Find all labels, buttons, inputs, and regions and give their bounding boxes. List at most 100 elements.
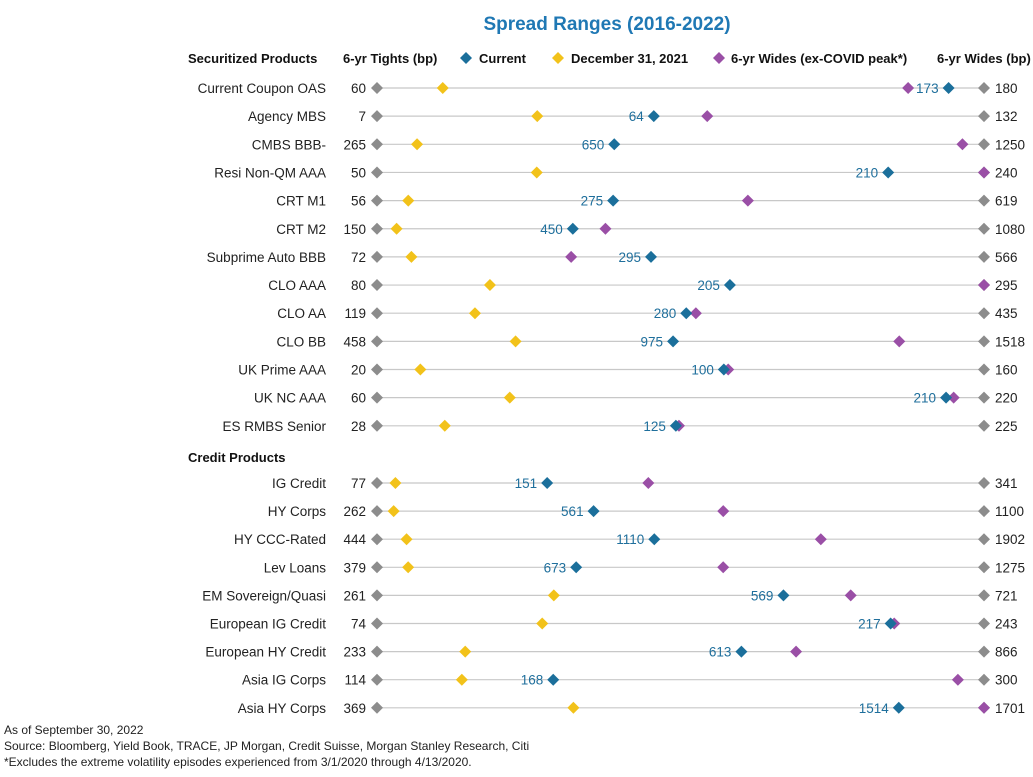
tight-value: 233 (343, 645, 366, 660)
tight-value: 56 (351, 194, 366, 209)
chart-row: CRT M2 150 450 1080 (276, 222, 1025, 237)
wide-marker (978, 645, 990, 658)
current-value: 210 (914, 391, 937, 406)
current-marker (547, 673, 560, 686)
tight-value: 50 (351, 165, 366, 180)
dec2021-marker (509, 335, 522, 348)
row-label: European IG Credit (210, 617, 327, 632)
wide-ex-covid-marker (565, 250, 578, 263)
current-marker (607, 194, 620, 207)
wide-value: 721 (995, 588, 1018, 603)
chart-row: Subprime Auto BBB 72 295 566 (207, 250, 1018, 265)
tight-marker (371, 533, 383, 546)
tight-value: 60 (351, 81, 366, 96)
current-value: 1514 (859, 701, 890, 716)
tight-marker (371, 645, 383, 658)
current-value: 975 (641, 334, 664, 349)
tight-marker (371, 589, 383, 602)
dec2021-marker (389, 477, 402, 489)
wide-value: 1275 (995, 560, 1025, 575)
dec2021-marker (455, 673, 468, 686)
chart-row: EM Sovereign/Quasi 261 569 721 (202, 588, 1017, 603)
wide-value: 866 (995, 645, 1018, 660)
wide-marker (978, 477, 990, 489)
current-value: 125 (643, 419, 666, 434)
wide-marker (978, 561, 990, 574)
dec2021-marker (459, 645, 472, 658)
wide-value: 240 (995, 165, 1018, 180)
chart-row: Resi Non-QM AAA 50 210 240 (214, 165, 1017, 180)
legend-current: Current (460, 51, 527, 66)
wide-ex-covid-marker (701, 110, 714, 123)
tight-marker (371, 222, 383, 235)
row-label: Asia HY Corps (238, 701, 327, 716)
wide-ex-covid-marker (741, 194, 754, 207)
row-label: CRT M1 (276, 194, 326, 209)
row-label: IG Credit (272, 476, 326, 491)
wide-ex-covid-marker (978, 166, 990, 179)
footnotes: As of September 30, 2022 Source: Bloombe… (4, 722, 529, 770)
tight-marker (371, 391, 383, 404)
current-value: 450 (540, 222, 563, 237)
header-tights: 6-yr Tights (bp) (343, 51, 437, 66)
header-wides: 6-yr Wides (bp) (937, 51, 1031, 66)
dec2021-marker (405, 250, 418, 263)
current-marker (608, 138, 621, 151)
wide-ex-covid-marker (978, 701, 990, 714)
chart-row: Asia IG Corps 114 168 300 (242, 673, 1018, 688)
row-label: Asia IG Corps (242, 673, 326, 688)
row-label: UK Prime AAA (238, 363, 326, 378)
wide-marker (978, 589, 990, 602)
wide-ex-covid-marker (893, 335, 906, 348)
footnote-as-of: As of September 30, 2022 (4, 723, 144, 737)
legend-wides-ex-covid-marker (713, 52, 725, 64)
wide-ex-covid-marker (717, 505, 730, 518)
tight-value: 458 (343, 334, 366, 349)
row-label: CMBS BBB- (252, 137, 326, 152)
current-marker (680, 307, 693, 320)
current-value: 205 (697, 278, 720, 293)
tight-value: 265 (343, 137, 366, 152)
wide-marker (978, 307, 990, 320)
chart-row: IG Credit 77 151 341 (272, 476, 1018, 491)
current-marker (587, 505, 600, 518)
dec2021-marker (567, 701, 580, 714)
chart-row: HY CCC-Rated 444 1110 1902 (234, 532, 1025, 547)
wide-ex-covid-marker (978, 279, 990, 292)
wide-marker (978, 82, 990, 94)
wide-value: 1100 (995, 504, 1024, 519)
row-label: European HY Credit (205, 645, 326, 660)
wide-ex-covid-marker (814, 533, 827, 546)
dec2021-marker (468, 307, 481, 320)
dec2021-marker (402, 561, 415, 574)
wide-marker (978, 673, 990, 686)
tight-value: 74 (351, 617, 367, 632)
current-value: 280 (654, 306, 677, 321)
legend-wides-ex-covid: 6-yr Wides (ex-COVID peak*) (713, 51, 907, 66)
current-marker (648, 533, 661, 546)
row-label: ES RMBS Senior (222, 419, 326, 434)
current-marker (566, 222, 579, 235)
row-label: HY CCC-Rated (234, 532, 326, 547)
current-value: 1110 (616, 532, 644, 547)
wide-marker (978, 505, 990, 518)
current-marker (892, 701, 905, 714)
tight-marker (371, 419, 383, 432)
wide-ex-covid-marker (717, 561, 730, 574)
current-marker (645, 250, 658, 263)
current-value: 673 (544, 560, 567, 575)
chart-row: Current Coupon OAS 60 173 180 (198, 81, 1018, 96)
current-marker (942, 82, 955, 94)
current-value: 64 (629, 109, 645, 124)
wide-marker (978, 363, 990, 376)
wide-value: 243 (995, 617, 1018, 632)
row-label: EM Sovereign/Quasi (202, 588, 326, 603)
tight-value: 80 (351, 278, 366, 293)
tight-marker (371, 138, 383, 151)
tight-marker (371, 82, 383, 94)
tight-value: 77 (351, 476, 366, 491)
current-marker (667, 335, 680, 348)
current-value: 100 (691, 363, 714, 378)
footnote-note: *Excludes the extreme volatility episode… (4, 755, 472, 769)
dec2021-marker (400, 533, 413, 546)
